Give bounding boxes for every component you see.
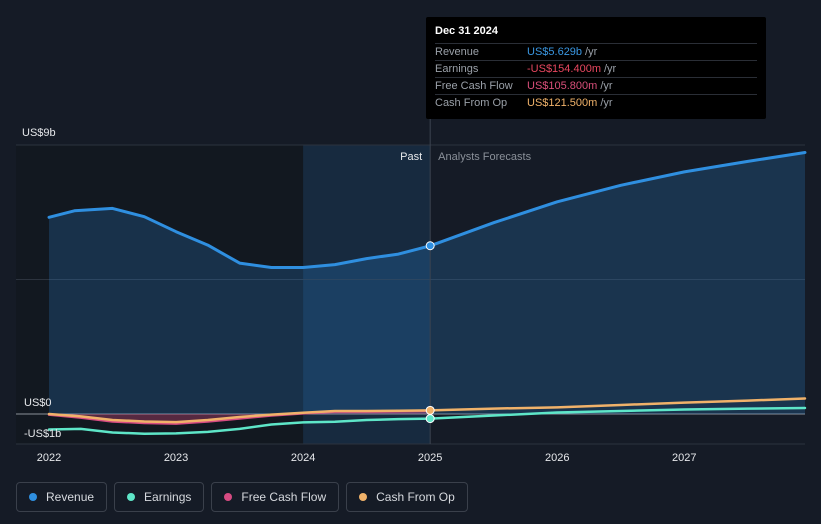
tooltip-value: US$105.800m bbox=[527, 80, 598, 92]
legend: Revenue Earnings Free Cash Flow Cash Fro… bbox=[16, 482, 468, 512]
legend-item-free-cash-flow[interactable]: Free Cash Flow bbox=[211, 482, 340, 512]
tooltip-row-cash-from-op: Cash From Op US$121.500m /yr bbox=[435, 94, 757, 111]
gridlines bbox=[16, 144, 805, 445]
data-tooltip: Dec 31 2024 Revenue US$5.629b /yr Earnin… bbox=[426, 17, 766, 119]
series-markers bbox=[425, 241, 435, 424]
x-tick-label: 2023 bbox=[164, 452, 188, 464]
legend-label: Earnings bbox=[144, 490, 192, 504]
legend-label: Free Cash Flow bbox=[241, 490, 327, 504]
tooltip-value: US$5.629b bbox=[527, 46, 583, 58]
chart-canvas: US$9b US$0 -US$1b Past Analysts Forecast… bbox=[16, 17, 807, 464]
legend-dot-icon bbox=[29, 493, 37, 501]
tooltip-row-earnings: Earnings -US$154.400m /yr bbox=[435, 60, 757, 77]
legend-item-earnings[interactable]: Earnings bbox=[114, 482, 205, 512]
past-region-highlight bbox=[303, 145, 431, 444]
legend-dot-icon bbox=[224, 493, 233, 501]
revenue-line bbox=[47, 151, 807, 269]
y-axis-label-zero: US$0 bbox=[24, 397, 52, 409]
legend-dot-icon bbox=[127, 493, 136, 501]
past-label: Past bbox=[400, 151, 422, 163]
earnings-marker[interactable] bbox=[425, 414, 435, 424]
legend-label: Revenue bbox=[46, 490, 95, 504]
tooltip-row-revenue: Revenue US$5.629b /yr bbox=[435, 43, 757, 60]
x-axis-ticks: 2022 2023 2024 2025 2026 2027 bbox=[37, 452, 697, 464]
tooltip-row-free-cash-flow: Free Cash Flow US$105.800m /yr bbox=[435, 77, 757, 94]
tooltip-value: -US$154.400m bbox=[527, 63, 601, 75]
tooltip-label: Free Cash Flow bbox=[435, 80, 513, 92]
x-tick-label: 2024 bbox=[291, 452, 315, 464]
forecast-label: Analysts Forecasts bbox=[438, 151, 531, 163]
tooltip-label: Earnings bbox=[435, 63, 479, 75]
revenue-marker[interactable] bbox=[425, 241, 435, 251]
legend-item-revenue[interactable]: Revenue bbox=[16, 482, 108, 512]
revenue-area bbox=[49, 152, 805, 414]
tooltip-unit: /yr bbox=[604, 63, 617, 75]
tooltip-date: Dec 31 2024 bbox=[435, 25, 498, 37]
legend-dot-icon bbox=[359, 493, 368, 501]
tooltip-unit: /yr bbox=[585, 46, 598, 58]
x-tick-label: 2025 bbox=[418, 452, 442, 464]
y-axis-label-negative: -US$1b bbox=[24, 428, 61, 440]
earnings-line bbox=[47, 406, 807, 435]
tooltip-unit: /yr bbox=[600, 97, 613, 109]
tooltip-label: Cash From Op bbox=[435, 97, 508, 109]
legend-item-cash-from-op[interactable]: Cash From Op bbox=[346, 482, 468, 512]
tooltip-label: Revenue bbox=[435, 46, 480, 58]
tooltip-value: US$121.500m bbox=[527, 97, 598, 109]
series-lines bbox=[47, 151, 807, 435]
cash-from-op-line bbox=[47, 397, 807, 424]
x-tick-label: 2026 bbox=[545, 452, 569, 464]
y-axis-label-top: US$9b bbox=[22, 127, 56, 139]
legend-label: Cash From Op bbox=[376, 490, 455, 504]
x-tick-label: 2022 bbox=[37, 452, 61, 464]
x-tick-label: 2027 bbox=[672, 452, 696, 464]
tooltip-unit: /yr bbox=[600, 80, 613, 92]
cash-from-op-marker[interactable] bbox=[425, 405, 435, 415]
